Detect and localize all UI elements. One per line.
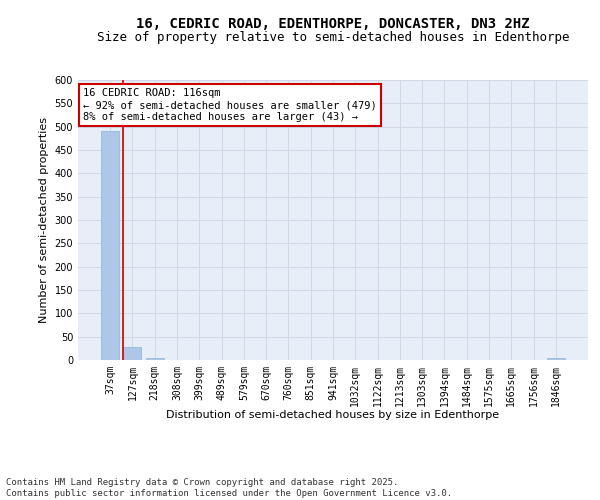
Bar [124, 348, 142, 360]
Y-axis label: Number of semi-detached properties: Number of semi-detached properties [39, 117, 49, 323]
Text: Contains HM Land Registry data © Crown copyright and database right 2025.
Contai: Contains HM Land Registry data © Crown c… [6, 478, 452, 498]
Text: 16, CEDRIC ROAD, EDENTHORPE, DONCASTER, DN3 2HZ: 16, CEDRIC ROAD, EDENTHORPE, DONCASTER, … [136, 18, 530, 32]
Text: Size of property relative to semi-detached houses in Edenthorpe: Size of property relative to semi-detach… [97, 31, 569, 44]
Bar [146, 358, 164, 360]
Text: 16 CEDRIC ROAD: 116sqm
← 92% of semi-detached houses are smaller (479)
8% of sem: 16 CEDRIC ROAD: 116sqm ← 92% of semi-det… [83, 88, 377, 122]
Bar [547, 358, 565, 360]
X-axis label: Distribution of semi-detached houses by size in Edenthorpe: Distribution of semi-detached houses by … [166, 410, 500, 420]
Bar [101, 132, 119, 360]
